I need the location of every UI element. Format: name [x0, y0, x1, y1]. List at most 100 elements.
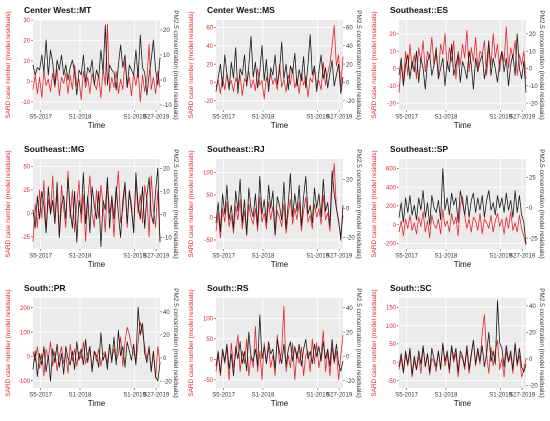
x-tick-label: S5-2017 — [212, 254, 235, 260]
x-tick-label: S27-2019 — [509, 115, 536, 121]
y-right-axis-label: PM2.5 concentration (model residuals) — [172, 288, 179, 397]
x-tick-label: S1-2018 — [252, 254, 275, 260]
pm25-series-line — [215, 170, 344, 241]
pm25-series-line — [32, 306, 161, 382]
x-tick-label: S5-2017 — [395, 254, 418, 260]
y-left-tick-label: 20 — [206, 62, 213, 68]
x-tick-label: S27-2019 — [509, 393, 536, 399]
y-left-tick-label: 10 — [389, 49, 396, 55]
y-left-axis-label: SARD case number (model residuals) — [371, 11, 378, 118]
y-left-tick-label: 200 — [386, 204, 397, 210]
y-left-tick-label: 0 — [393, 223, 397, 229]
y-right-tick-label: 10 — [529, 49, 536, 55]
panel-title: Southeast::RJ — [207, 144, 265, 154]
y-left-tick-label: -100 — [18, 379, 31, 385]
y-left-tick-label: 600 — [386, 167, 397, 173]
y-right-axis-label: PM2.5 concentration (model residuals) — [355, 149, 362, 258]
x-tick-label: S1-2018 — [69, 254, 92, 260]
y-left-tick-label: -10 — [21, 100, 30, 106]
y-left-tick-label: 20 — [23, 39, 30, 45]
plot-area — [33, 298, 160, 388]
x-tick-label: S27-2019 — [326, 393, 353, 399]
panel-title: Southeast::ES — [390, 5, 448, 15]
x-axis-label: Time — [271, 121, 289, 130]
y-right-tick-label: 20 — [163, 333, 170, 339]
x-axis-label: Time — [454, 399, 472, 408]
y-left-tick-label: -200 — [384, 242, 397, 248]
y-right-tick-label: 0 — [163, 78, 167, 84]
y-left-tick-label: 0 — [27, 80, 31, 86]
y-right-tick-label: 0 — [346, 207, 350, 213]
y-left-tick-label: 100 — [386, 324, 397, 330]
y-right-tick-label: 0 — [346, 355, 350, 361]
y-left-tick-label: 100 — [203, 317, 214, 323]
x-tick-label: S1-2018 — [435, 254, 458, 260]
y-left-tick-label: 0 — [27, 355, 31, 361]
panel-title: South::PR — [24, 283, 66, 293]
x-axis-label: Time — [454, 260, 472, 269]
panel-title: South::SC — [390, 283, 432, 293]
x-tick-label: S1-2019 — [489, 115, 512, 121]
y-right-tick-label: 20 — [346, 178, 353, 184]
y-left-tick-label: -50 — [204, 378, 213, 384]
y-left-tick-label: -20 — [204, 99, 213, 105]
x-tick-label: S5-2017 — [212, 393, 235, 399]
x-axis-label: Time — [271, 260, 289, 269]
y-left-tick-label: 50 — [206, 337, 213, 343]
y-right-tick-label: -20 — [346, 99, 355, 105]
sard-series-line — [32, 170, 161, 242]
x-tick-label: S5-2017 — [29, 115, 52, 121]
x-axis-label: Time — [88, 260, 106, 269]
pm25-series-line — [215, 314, 344, 377]
y-right-tick-label: 20 — [529, 32, 536, 38]
x-tick-label: S5-2017 — [29, 393, 52, 399]
x-tick-label: S27-2019 — [509, 254, 536, 260]
pm25-series-line — [398, 33, 527, 93]
x-tick-label: S1-2019 — [123, 393, 146, 399]
x-tick-label: S1-2019 — [306, 115, 329, 121]
y-right-axis-label: PM2.5 concentration (model residuals) — [538, 288, 545, 397]
y-left-axis-label: SARD case number (model residuals) — [188, 11, 195, 118]
y-left-axis-label: SARD case number (model residuals) — [5, 11, 12, 118]
y-right-tick-label: 20 — [163, 28, 170, 34]
y-left-tick-label: 20 — [389, 32, 396, 38]
x-tick-label: S27-2019 — [143, 254, 170, 260]
y-right-tick-label: -20 — [346, 379, 355, 385]
y-right-tick-label: -20 — [529, 384, 538, 390]
x-tick-label: S1-2019 — [123, 254, 146, 260]
sard-series-line — [215, 163, 344, 239]
x-axis-label: Time — [88, 121, 106, 130]
y-left-tick-label: 10 — [23, 59, 30, 65]
y-right-tick-label: 0 — [529, 357, 533, 363]
y-right-tick-label: 60 — [346, 26, 353, 32]
pm25-series-line — [398, 168, 527, 245]
x-tick-label: S1-2019 — [306, 393, 329, 399]
y-right-tick-label: 40 — [529, 304, 536, 310]
y-right-tick-label: 20 — [346, 330, 353, 336]
y-left-tick-label: -50 — [387, 379, 396, 385]
x-tick-label: S1-2019 — [306, 254, 329, 260]
y-left-tick-label: 0 — [210, 216, 214, 222]
y-right-axis-label: PM2.5 concentration (model residuals) — [355, 10, 362, 119]
y-left-tick-label: 200 — [20, 306, 31, 312]
y-right-tick-label: 25 — [529, 175, 536, 181]
y-right-tick-label: 40 — [346, 44, 353, 50]
x-axis-label: Time — [454, 121, 472, 130]
y-right-tick-label: -25 — [529, 236, 538, 242]
panel-center-west-mt: Center West::MT-10 0 10 20 30-10 0 10 20S5-2017… — [5, 5, 179, 130]
sard-series-line — [398, 26, 527, 93]
x-tick-label: S1-2018 — [252, 115, 275, 121]
panel-title: Center West::MT — [24, 5, 92, 15]
y-right-tick-label: 40 — [163, 310, 170, 316]
y-left-tick-label: 0 — [210, 81, 214, 87]
y-left-axis-label: SARD case number (model residuals) — [5, 150, 12, 257]
pm25-series-line — [215, 34, 344, 94]
panel-title: Southeast::SP — [390, 144, 448, 154]
y-right-tick-label: 0 — [163, 213, 167, 219]
